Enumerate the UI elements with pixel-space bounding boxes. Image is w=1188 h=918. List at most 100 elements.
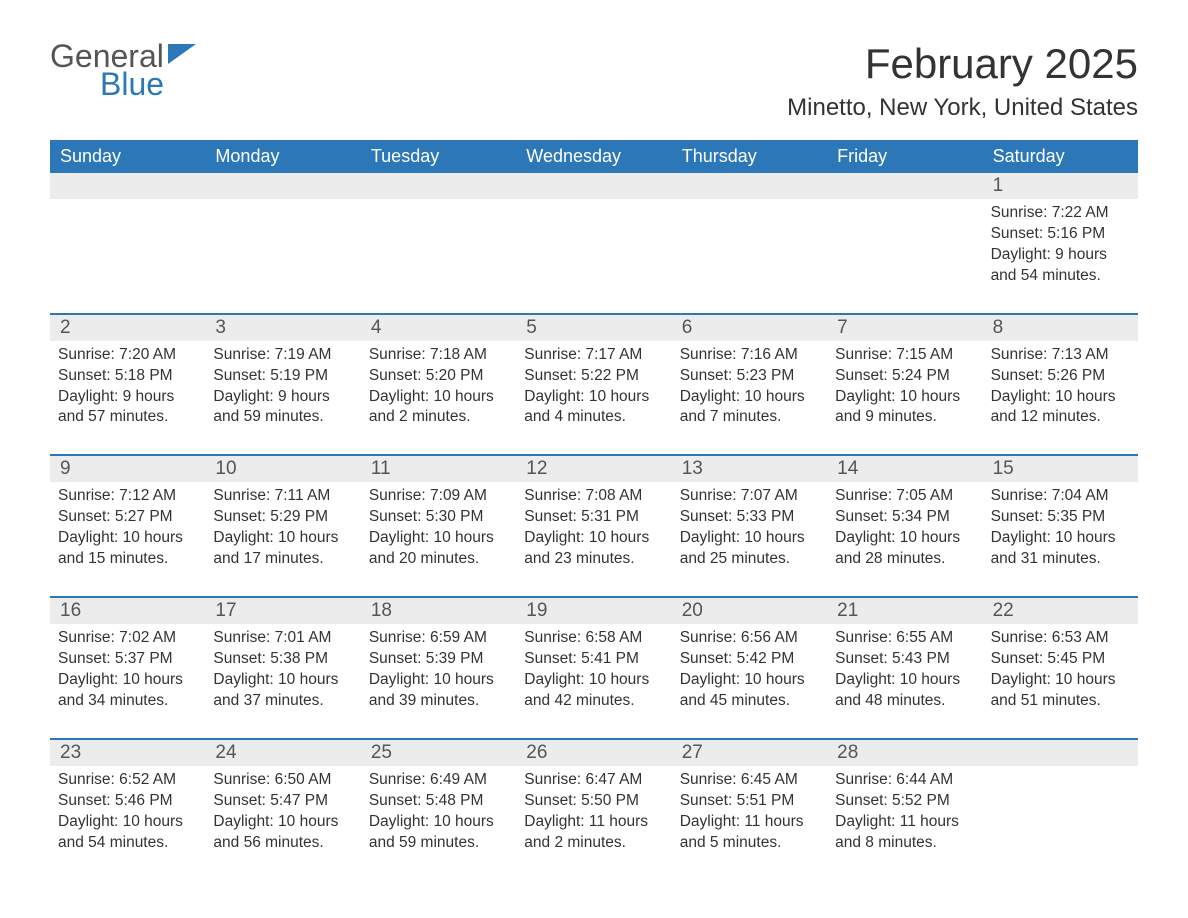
daylight-text: Daylight: 10 hours and 4 minutes. bbox=[524, 387, 663, 429]
sunrise-text: Sunrise: 7:05 AM bbox=[835, 486, 974, 507]
empty-cell bbox=[361, 173, 516, 295]
dow-friday: Friday bbox=[827, 140, 982, 173]
month-title: February 2025 bbox=[787, 40, 1138, 88]
day-number bbox=[827, 173, 982, 199]
day-number: 4 bbox=[361, 315, 516, 341]
daylight-text: Daylight: 10 hours and 2 minutes. bbox=[369, 387, 508, 429]
daylight-text: Daylight: 10 hours and 20 minutes. bbox=[369, 528, 508, 570]
sunset-text: Sunset: 5:35 PM bbox=[991, 507, 1130, 528]
sunset-text: Sunset: 5:50 PM bbox=[524, 791, 663, 812]
day-number: 11 bbox=[361, 456, 516, 482]
day-content: Sunrise: 6:56 AMSunset: 5:42 PMDaylight:… bbox=[680, 628, 819, 712]
day-cell: 7 Sunrise: 7:15 AMSunset: 5:24 PMDaylight… bbox=[827, 315, 982, 437]
sunset-text: Sunset: 5:22 PM bbox=[524, 366, 663, 387]
day-number: 26 bbox=[516, 740, 671, 766]
sail-icon bbox=[168, 44, 196, 64]
day-cell: 13Sunrise: 7:07 AMSunset: 5:33 PMDayligh… bbox=[672, 456, 827, 578]
daylight-text: Daylight: 10 hours and 37 minutes. bbox=[213, 670, 352, 712]
sunrise-text: Sunrise: 6:52 AM bbox=[58, 770, 197, 791]
day-number bbox=[672, 173, 827, 199]
sunset-text: Sunset: 5:46 PM bbox=[58, 791, 197, 812]
daylight-text: Daylight: 11 hours and 5 minutes. bbox=[680, 812, 819, 854]
daylight-text: Daylight: 11 hours and 2 minutes. bbox=[524, 812, 663, 854]
sunrise-text: Sunrise: 7:08 AM bbox=[524, 486, 663, 507]
day-number bbox=[205, 173, 360, 199]
sunrise-text: Sunrise: 7:18 AM bbox=[369, 345, 508, 366]
day-number: 20 bbox=[672, 598, 827, 624]
sunrise-text: Sunrise: 6:55 AM bbox=[835, 628, 974, 649]
day-cell: 12Sunrise: 7:08 AMSunset: 5:31 PMDayligh… bbox=[516, 456, 671, 578]
daylight-text: Daylight: 9 hours and 57 minutes. bbox=[58, 387, 197, 429]
day-content: Sunrise: 6:53 AMSunset: 5:45 PMDaylight:… bbox=[991, 628, 1130, 712]
sunrise-text: Sunrise: 6:44 AM bbox=[835, 770, 974, 791]
dow-saturday: Saturday bbox=[983, 140, 1138, 173]
sunrise-text: Sunrise: 6:58 AM bbox=[524, 628, 663, 649]
day-content: Sunrise: 6:50 AMSunset: 5:47 PMDaylight:… bbox=[213, 770, 352, 854]
week-row: 16Sunrise: 7:02 AMSunset: 5:37 PMDayligh… bbox=[50, 596, 1138, 720]
sunset-text: Sunset: 5:42 PM bbox=[680, 649, 819, 670]
sunset-text: Sunset: 5:39 PM bbox=[369, 649, 508, 670]
day-cell: 28Sunrise: 6:44 AMSunset: 5:52 PMDayligh… bbox=[827, 740, 982, 862]
day-number: 16 bbox=[50, 598, 205, 624]
empty-cell bbox=[983, 740, 1138, 862]
day-content: Sunrise: 6:49 AMSunset: 5:48 PMDaylight:… bbox=[369, 770, 508, 854]
daylight-text: Daylight: 10 hours and 51 minutes. bbox=[991, 670, 1130, 712]
daylight-text: Daylight: 10 hours and 34 minutes. bbox=[58, 670, 197, 712]
day-content: Sunrise: 7:22 AMSunset: 5:16 PMDaylight:… bbox=[991, 203, 1130, 287]
sunrise-text: Sunrise: 6:47 AM bbox=[524, 770, 663, 791]
week-row: 23 Sunrise: 6:52 AMSunset: 5:46 PM Dayligh… bbox=[50, 738, 1138, 862]
day-number: 3 bbox=[205, 315, 360, 341]
daylight-text: Daylight: 10 hours and 28 minutes. bbox=[835, 528, 974, 570]
daylight-text: Daylight: 10 hours and 39 minutes. bbox=[369, 670, 508, 712]
day-number bbox=[516, 173, 671, 199]
day-number: 13 bbox=[672, 456, 827, 482]
day-number: 7 bbox=[827, 315, 982, 341]
day-content: Sunrise: 7:19 AMSunset: 5:19 PMDaylight:… bbox=[213, 345, 352, 429]
day-cell: 20 Sunrise: 6:56 AMSunset: 5:42 PMDayligh… bbox=[672, 598, 827, 720]
day-number: 12 bbox=[516, 456, 671, 482]
daylight-text: Daylight: 10 hours and 25 minutes. bbox=[680, 528, 819, 570]
day-content: Sunrise: 7:13 AMSunset: 5:26 PMDaylight:… bbox=[991, 345, 1130, 429]
sunset-text: Sunset: 5:26 PM bbox=[991, 366, 1130, 387]
sunrise-text: Sunrise: 7:13 AM bbox=[991, 345, 1130, 366]
week-row: 2Sunrise: 7:20 AMSunset: 5:18 PMDaylight… bbox=[50, 313, 1138, 437]
day-cell: 4Sunrise: 7:18 AMSunset: 5:20 PMDaylight… bbox=[361, 315, 516, 437]
day-cell: 5Sunrise: 7:17 AMSunset: 5:22 PMDaylight… bbox=[516, 315, 671, 437]
sunrise-text: Sunrise: 7:01 AM bbox=[213, 628, 352, 649]
daylight-text: Daylight: 10 hours and 31 minutes. bbox=[991, 528, 1130, 570]
day-number: 14 bbox=[827, 456, 982, 482]
day-content: Sunrise: 7:17 AMSunset: 5:22 PMDaylight:… bbox=[524, 345, 663, 429]
day-cell: 23Sunrise: 6:52 AMSunset: 5:46 PMDayligh… bbox=[50, 740, 205, 862]
sunrise-text: Sunrise: 7:02 AM bbox=[58, 628, 197, 649]
day-number: 23 bbox=[50, 740, 205, 766]
day-number: 21 bbox=[827, 598, 982, 624]
day-content: Sunrise: 7:04 AMSunset: 5:35 PMDaylight:… bbox=[991, 486, 1130, 570]
day-content: Sunrise: 7:11 AMSunset: 5:29 PMDaylight:… bbox=[213, 486, 352, 570]
sunset-text: Sunset: 5:47 PM bbox=[213, 791, 352, 812]
daylight-text: Daylight: 10 hours and 9 minutes. bbox=[835, 387, 974, 429]
daylight-text: Daylight: 10 hours and 42 minutes. bbox=[524, 670, 663, 712]
day-cell: 2Sunrise: 7:20 AMSunset: 5:18 PMDaylight… bbox=[50, 315, 205, 437]
day-cell: 21 Sunrise: 6:55 AMSunset: 5:43 PMDayligh… bbox=[827, 598, 982, 720]
sunrise-text: Sunrise: 6:50 AM bbox=[213, 770, 352, 791]
day-content: Sunrise: 7:16 AMSunset: 5:23 PMDaylight:… bbox=[680, 345, 819, 429]
sunset-text: Sunset: 5:45 PM bbox=[991, 649, 1130, 670]
sunset-text: Sunset: 5:41 PM bbox=[524, 649, 663, 670]
day-content: Sunrise: 6:45 AMSunset: 5:51 PMDaylight:… bbox=[680, 770, 819, 854]
sunrise-text: Sunrise: 7:11 AM bbox=[213, 486, 352, 507]
day-cell: 15Sunrise: 7:04 AMSunset: 5:35 PMDayligh… bbox=[983, 456, 1138, 578]
sunset-text: Sunset: 5:51 PM bbox=[680, 791, 819, 812]
day-cell: 26 Sunrise: 6:47 AMSunset: 5:50 PMDayligh… bbox=[516, 740, 671, 862]
sunrise-text: Sunrise: 6:49 AM bbox=[369, 770, 508, 791]
empty-cell bbox=[672, 173, 827, 295]
day-cell: 10Sunrise: 7:11 AMSunset: 5:29 PMDayligh… bbox=[205, 456, 360, 578]
day-cell: 1Sunrise: 7:22 AMSunset: 5:16 PMDaylight… bbox=[983, 173, 1138, 295]
location: Minetto, New York, United States bbox=[787, 94, 1138, 122]
day-content: Sunrise: 7:15 AMSunset: 5:24 PMDaylight:… bbox=[835, 345, 974, 429]
day-content: Sunrise: 6:55 AMSunset: 5:43 PMDaylight:… bbox=[835, 628, 974, 712]
day-number: 25 bbox=[361, 740, 516, 766]
sunset-text: Sunset: 5:23 PM bbox=[680, 366, 819, 387]
day-number: 24 bbox=[205, 740, 360, 766]
day-cell: 16Sunrise: 7:02 AMSunset: 5:37 PMDayligh… bbox=[50, 598, 205, 720]
daylight-text: Daylight: 10 hours and 56 minutes. bbox=[213, 812, 352, 854]
